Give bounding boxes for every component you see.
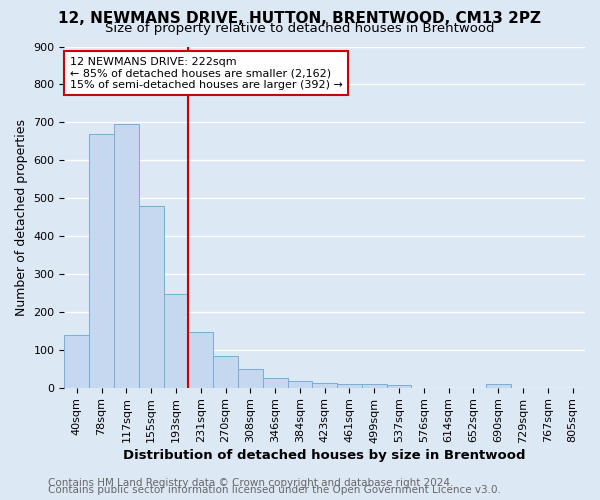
Bar (337, 384, 362, 388)
Bar (313, 383, 337, 388)
Text: Size of property relative to detached houses in Brentwood: Size of property relative to detached ho… (105, 22, 495, 35)
Bar (287, 381, 313, 388)
Y-axis label: Number of detached properties: Number of detached properties (15, 118, 28, 316)
Text: 12, NEWMANS DRIVE, HUTTON, BRENTWOOD, CM13 2PZ: 12, NEWMANS DRIVE, HUTTON, BRENTWOOD, CM… (59, 11, 542, 26)
Bar (64, 334, 89, 388)
Bar (139, 206, 164, 388)
Bar (362, 384, 386, 388)
Text: Contains HM Land Registry data © Crown copyright and database right 2024.: Contains HM Land Registry data © Crown c… (48, 478, 454, 488)
Bar (386, 385, 412, 388)
Bar (238, 369, 263, 388)
Bar (188, 332, 213, 388)
Text: Contains public sector information licensed under the Open Government Licence v3: Contains public sector information licen… (48, 485, 501, 495)
Text: 12 NEWMANS DRIVE: 222sqm
← 85% of detached houses are smaller (2,162)
15% of sem: 12 NEWMANS DRIVE: 222sqm ← 85% of detach… (70, 56, 343, 90)
Bar (114, 124, 139, 388)
X-axis label: Distribution of detached houses by size in Brentwood: Distribution of detached houses by size … (124, 450, 526, 462)
Bar (263, 378, 287, 388)
Bar (213, 356, 238, 388)
Bar (486, 384, 511, 388)
Bar (164, 294, 188, 388)
Bar (89, 134, 114, 388)
